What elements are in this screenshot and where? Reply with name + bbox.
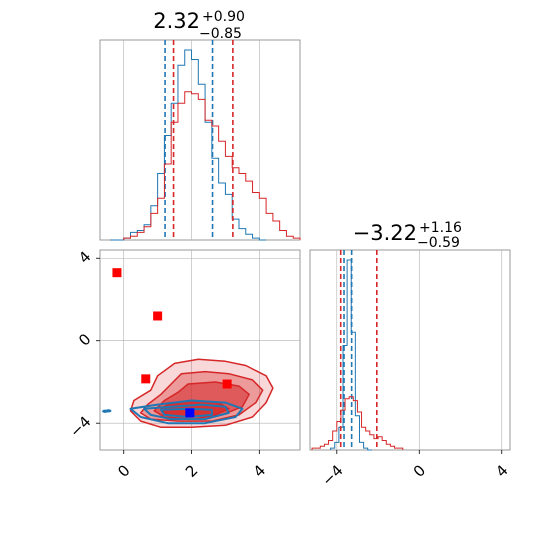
blue-contour-level-2 bbox=[143, 403, 230, 421]
red-square-marker bbox=[141, 374, 151, 384]
joint-y-label: 4 bbox=[75, 248, 94, 267]
marginal-x-title-plus: +0.90 bbox=[202, 9, 245, 25]
blue-square-marker bbox=[185, 408, 195, 418]
marginal-y-x-label: −4 bbox=[318, 461, 346, 489]
joint-y-label: −4 bbox=[66, 413, 94, 441]
joint-contour-panel: 0 2 4 4 0 −4 bbox=[66, 248, 301, 481]
joint-x-label: 4 bbox=[250, 461, 269, 480]
marginal-histogram-y: −4 0 4 −3.22 +1.16 −0.59 bbox=[309, 220, 512, 490]
marginal-histogram-x: 2.32 +0.90 −0.85 bbox=[99, 9, 301, 241]
marginal-y-title: −3.22 bbox=[353, 221, 417, 245]
marginal-y-title-plus: +1.16 bbox=[419, 220, 462, 236]
marginal-x-red-histogram bbox=[123, 91, 301, 240]
joint-x-tick-labels: 0 2 4 bbox=[114, 450, 269, 481]
marginal-y-x-label: 0 bbox=[410, 461, 429, 480]
joint-markers bbox=[112, 268, 232, 418]
blue-outlier-point bbox=[102, 409, 109, 413]
joint-y-label: 0 bbox=[75, 330, 94, 349]
marginal-x-blue-histogram bbox=[110, 49, 267, 241]
marginal-y-red-histogram bbox=[311, 396, 404, 450]
marginal-x-frame bbox=[99, 39, 301, 241]
marginal-y-x-label: 4 bbox=[492, 461, 511, 480]
marginal-y-series bbox=[311, 250, 404, 451]
joint-contours bbox=[102, 358, 274, 429]
marginal-y-grid bbox=[336, 250, 503, 450]
marginal-x-series bbox=[110, 40, 301, 241]
marginal-x-title-minus: −0.85 bbox=[199, 26, 242, 42]
joint-y-tick-labels: 4 0 −4 bbox=[66, 248, 100, 441]
marginal-y-x-tick-labels: −4 0 4 bbox=[318, 450, 512, 490]
red-square-marker bbox=[153, 311, 163, 321]
red-square-marker bbox=[222, 379, 232, 389]
red-square-marker bbox=[112, 268, 122, 278]
joint-x-label: 2 bbox=[182, 461, 201, 480]
marginal-x-title: 2.32 bbox=[153, 9, 200, 33]
marginal-y-title-minus: −0.59 bbox=[417, 235, 460, 251]
joint-x-label: 0 bbox=[114, 461, 133, 480]
marginal-x-grid bbox=[123, 40, 260, 240]
blue-contour-level-1 bbox=[129, 399, 244, 425]
